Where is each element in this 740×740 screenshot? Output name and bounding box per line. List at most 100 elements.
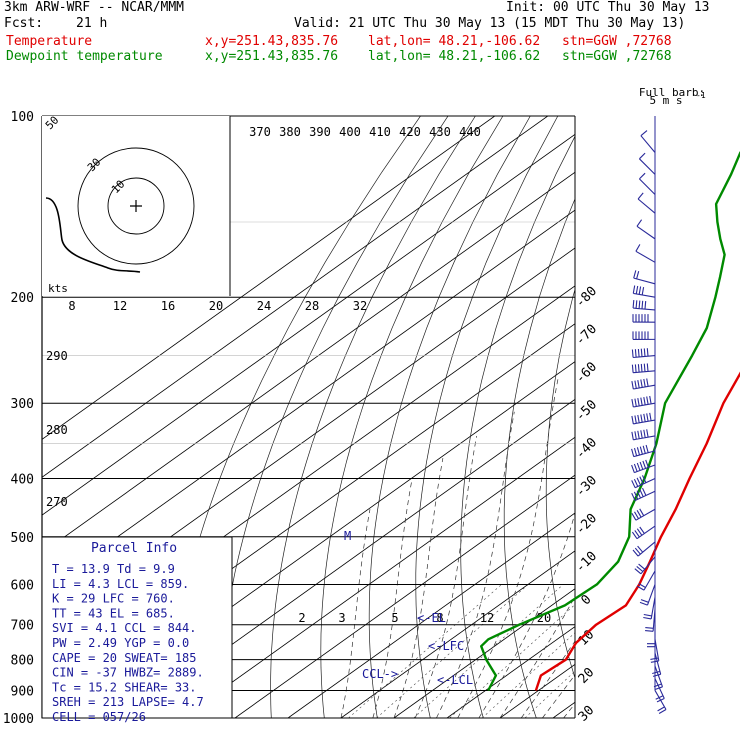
dewpoint-trace bbox=[480, 151, 740, 692]
isotherm-line bbox=[42, 171, 575, 554]
moist-adiabat bbox=[520, 640, 575, 718]
mid-level-marker: M bbox=[344, 529, 351, 543]
isotherm-line bbox=[42, 209, 575, 592]
mixing-ratio-line bbox=[348, 584, 502, 718]
wind-barb bbox=[636, 219, 656, 240]
temperature-station: stn=GGW ,72768 bbox=[562, 34, 672, 49]
parcel-info-line: CIN = -37 HWBZ= 2889. bbox=[52, 666, 204, 680]
theta-e-label: 390 bbox=[309, 125, 331, 139]
hodograph-speed-label: 24 bbox=[257, 299, 271, 313]
isotherm-line bbox=[42, 133, 575, 516]
pressure-label: 200 bbox=[11, 291, 34, 306]
wind-barb bbox=[645, 609, 656, 632]
mixing-ratio-line bbox=[524, 670, 575, 718]
wind-barb bbox=[632, 331, 656, 340]
wind-barb bbox=[631, 395, 656, 408]
pressure-label: 100 bbox=[11, 110, 34, 125]
pressure-label: 700 bbox=[11, 619, 34, 634]
wind-barb bbox=[635, 244, 656, 263]
dry-adiabat bbox=[702, 116, 740, 718]
moist-adiabat bbox=[542, 674, 575, 718]
parcel-info-box: Parcel Info T = 13.9 Td = 9.9LI = 4.3 LCL… bbox=[41, 536, 233, 724]
hodograph-speed-label: 28 bbox=[305, 299, 319, 313]
wind-barb bbox=[647, 624, 656, 648]
isotherm-label: -50 bbox=[573, 397, 600, 424]
isotherm-line bbox=[606, 116, 740, 718]
isotherm-line bbox=[234, 474, 575, 718]
isotherm-label: -10 bbox=[573, 549, 600, 576]
wind-barb bbox=[631, 412, 656, 425]
theta-e-label: 400 bbox=[339, 125, 361, 139]
isotherm-label: -70 bbox=[573, 322, 600, 349]
dewpoint-legend-label: Dewpoint temperature bbox=[6, 49, 163, 64]
wind-barb bbox=[631, 378, 656, 390]
wind-barb bbox=[639, 172, 656, 195]
dry-adiabat bbox=[626, 116, 695, 718]
hodograph-speed-label: 8 bbox=[68, 299, 75, 313]
pressure-label: 600 bbox=[11, 578, 34, 593]
parcel-info-line: PW = 2.49 YGP = 0.0 bbox=[52, 636, 189, 650]
hodograph-ring bbox=[107, 177, 165, 235]
isotherm-line bbox=[42, 116, 549, 478]
wind-barb bbox=[654, 690, 667, 714]
isotherm-label: -80 bbox=[573, 284, 600, 311]
el-marker: <-EL bbox=[417, 611, 446, 625]
theta-e-label: 370 bbox=[249, 125, 271, 139]
wind-barb bbox=[631, 348, 656, 359]
parcel-info-line: CAPE = 20 SWEAT= 185 bbox=[52, 651, 197, 665]
dry-adiabat bbox=[217, 116, 449, 718]
hodograph-speed-label: 20 bbox=[209, 299, 223, 313]
moist-adiabat bbox=[393, 458, 444, 718]
hodograph-center bbox=[130, 200, 142, 212]
theta-e-label: 430 bbox=[429, 125, 451, 139]
theta-e-label: 420 bbox=[399, 125, 421, 139]
parcel-info-line: CELL = 057/26 bbox=[52, 710, 146, 724]
dry-adiabat bbox=[460, 135, 575, 718]
parcel-info-frame bbox=[41, 536, 233, 719]
pressure-label: 300 bbox=[11, 397, 34, 412]
init-time: Init: 00 UTC Thu 30 May 13 bbox=[506, 0, 710, 15]
wind-barb bbox=[640, 130, 656, 153]
isotherm-line bbox=[340, 550, 575, 718]
theta-label: 280 bbox=[46, 423, 68, 437]
isotherm-line bbox=[393, 588, 575, 718]
wind-barb bbox=[643, 597, 656, 620]
moist-adiabat bbox=[414, 435, 478, 718]
ccl-marker: CCL-> bbox=[362, 667, 398, 681]
wind-barb bbox=[632, 285, 656, 298]
mixing-ratio-label: 8 bbox=[436, 611, 443, 625]
wind-key-value: 5 m s bbox=[649, 94, 682, 107]
isotherm-label: -40 bbox=[573, 435, 600, 462]
theta-e-label: 440 bbox=[459, 125, 481, 139]
parcel-info-line: Tc = 15.2 SHEAR= 33. bbox=[52, 680, 197, 694]
wind-barb bbox=[632, 314, 656, 323]
lfc-marker: <-LFC bbox=[428, 639, 464, 653]
mixing-ratio-line bbox=[481, 632, 575, 718]
dry-adiabat bbox=[320, 116, 504, 718]
moist-adiabat bbox=[457, 375, 559, 718]
dewpoint-xy: x,y=251.43,835.76 bbox=[205, 49, 339, 64]
valid-time: Valid: 21 UTC Thu 30 May 13 (15 MDT Thu … bbox=[294, 16, 686, 31]
hodograph-ring bbox=[77, 147, 195, 265]
moist-adiabat bbox=[436, 411, 515, 718]
isotherm-line bbox=[287, 512, 575, 718]
pressure-label: 900 bbox=[11, 684, 34, 699]
wind-barb bbox=[631, 444, 656, 458]
wind-barb bbox=[634, 556, 656, 575]
theta-e-label: 410 bbox=[369, 125, 391, 139]
lcl-marker: <-LCL bbox=[437, 673, 473, 687]
wind-barb bbox=[631, 525, 656, 540]
wind-barb bbox=[637, 192, 656, 214]
wind-barb bbox=[631, 487, 656, 501]
isotherm-line bbox=[181, 436, 575, 718]
moist-adiabat bbox=[372, 478, 413, 718]
theta-e-label: 380 bbox=[279, 125, 301, 139]
dry-adiabat bbox=[415, 116, 559, 718]
temperature-legend-label: Temperature bbox=[6, 34, 93, 49]
isotherm-label: 20 bbox=[576, 665, 598, 687]
wind-barb bbox=[636, 570, 656, 591]
hodograph-speed-label: 32 bbox=[353, 299, 367, 313]
dry-adiabat bbox=[368, 116, 531, 718]
